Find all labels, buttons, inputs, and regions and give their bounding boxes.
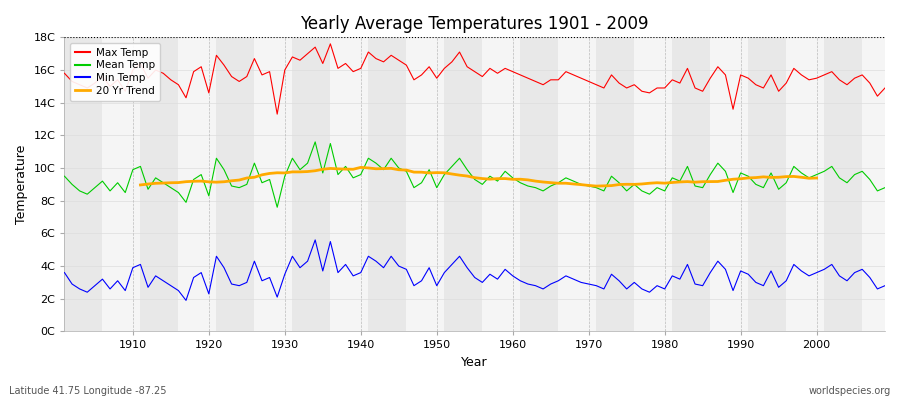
Text: Latitude 41.75 Longitude -87.25: Latitude 41.75 Longitude -87.25 bbox=[9, 386, 166, 396]
Bar bbox=[824, 37, 862, 332]
Bar bbox=[445, 37, 482, 332]
Text: worldspecies.org: worldspecies.org bbox=[809, 386, 891, 396]
Bar bbox=[368, 37, 407, 332]
Y-axis label: Temperature: Temperature bbox=[15, 145, 28, 224]
Bar bbox=[216, 37, 255, 332]
Title: Yearly Average Temperatures 1901 - 2009: Yearly Average Temperatures 1901 - 2009 bbox=[301, 15, 649, 33]
Bar bbox=[140, 37, 178, 332]
Bar bbox=[748, 37, 787, 332]
Bar bbox=[520, 37, 558, 332]
Bar bbox=[597, 37, 634, 332]
Bar bbox=[65, 37, 103, 332]
Legend: Max Temp, Mean Temp, Min Temp, 20 Yr Trend: Max Temp, Mean Temp, Min Temp, 20 Yr Tre… bbox=[69, 42, 160, 101]
Bar bbox=[672, 37, 710, 332]
X-axis label: Year: Year bbox=[462, 356, 488, 369]
Bar bbox=[292, 37, 330, 332]
